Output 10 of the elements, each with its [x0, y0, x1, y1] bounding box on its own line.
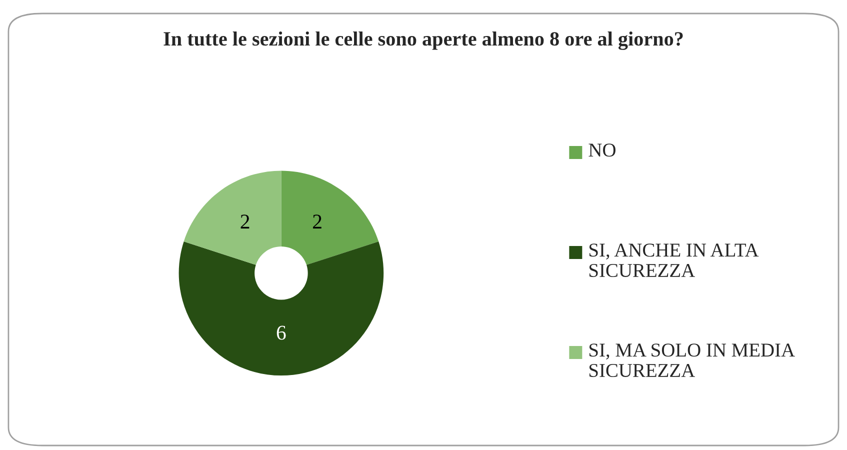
data-label: 2 [240, 214, 250, 228]
legend-label: SI, MA SOLO IN MEDIA SICUREZZA [589, 344, 795, 378]
legend-label: SI, ANCHE IN ALTA SICUREZZA [589, 244, 759, 278]
legend-label: NO [588, 144, 616, 157]
donut-slice [281, 170, 379, 265]
data-label: 2 [313, 214, 322, 228]
donut-slice [184, 170, 282, 265]
donut-slice [178, 242, 384, 376]
chart-title: In tutte le sezioni le celle sono aperte almeno 8 ore al giorno? [164, 32, 683, 50]
data-label: 6 [276, 326, 286, 340]
